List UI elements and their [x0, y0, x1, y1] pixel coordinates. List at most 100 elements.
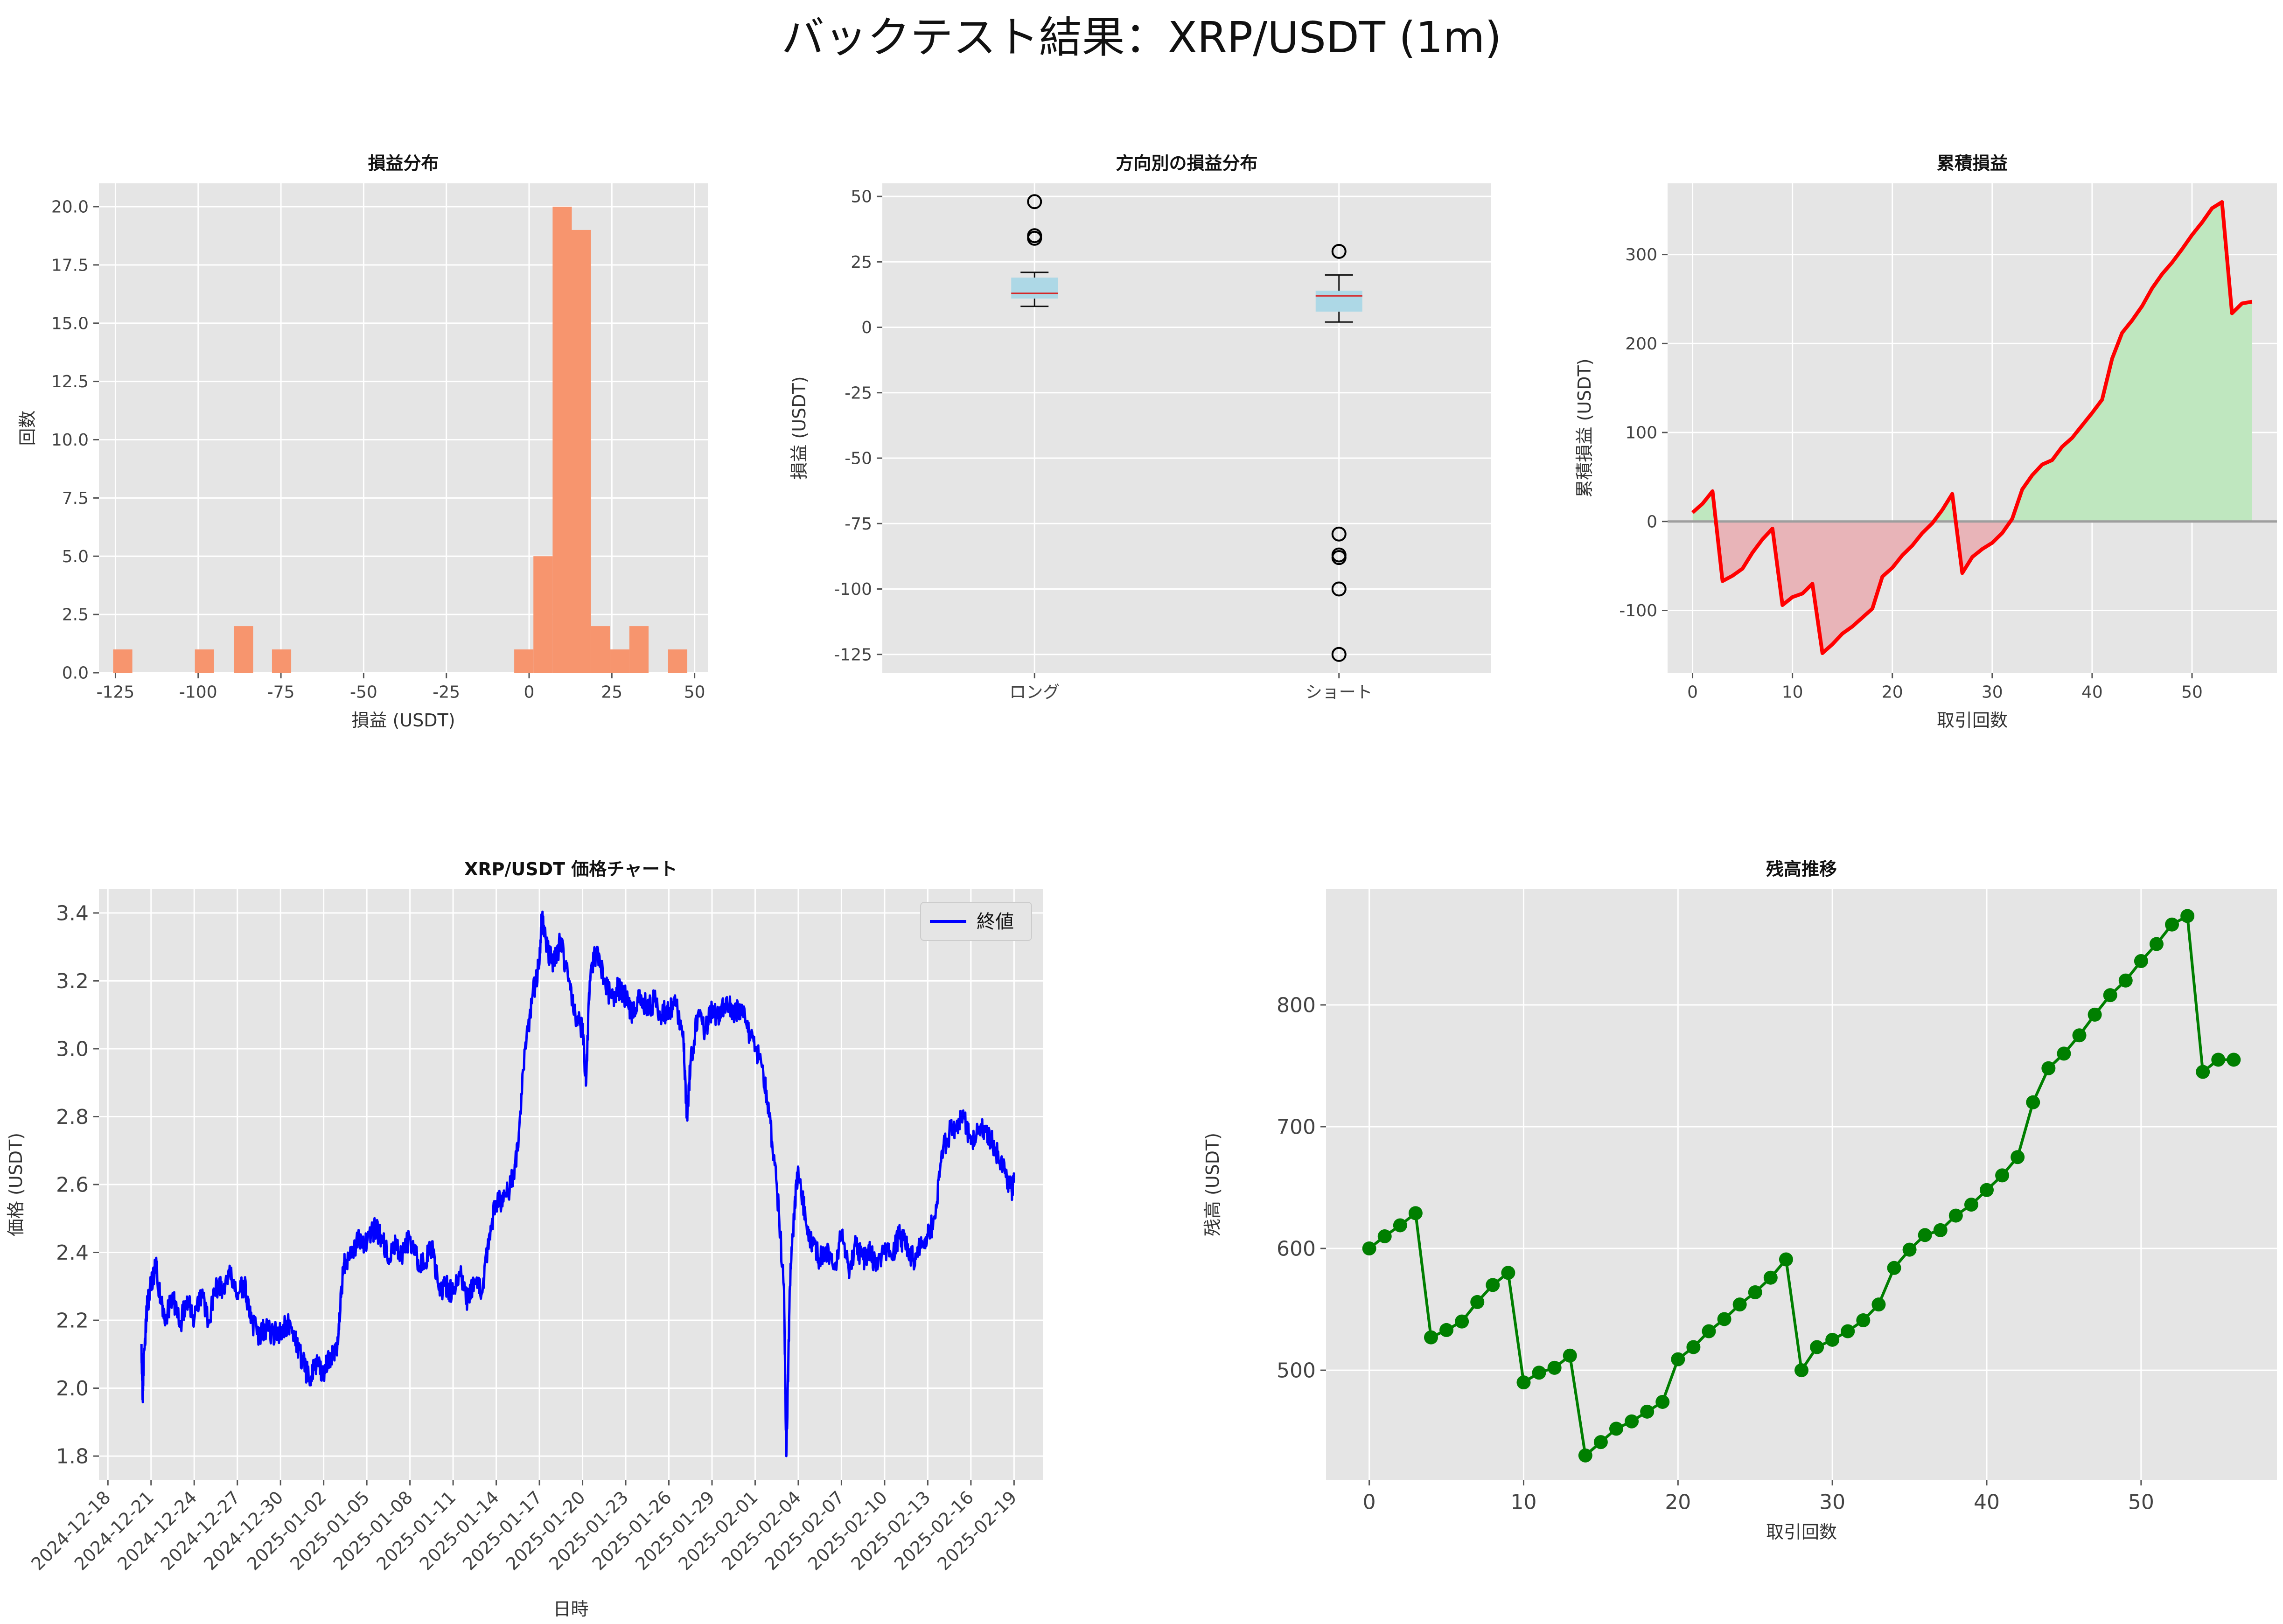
hist-y-tick-label: 17.5 [51, 256, 89, 275]
balance-point [1686, 1340, 1701, 1354]
balance-point [1439, 1323, 1454, 1337]
cum-x-tick-label: 0 [1687, 683, 1698, 702]
balance-point [2180, 909, 2195, 923]
balance-point [1887, 1261, 1901, 1275]
balance-x-tick-label: 30 [1819, 1491, 1845, 1514]
cum-x-label: 取引回数 [1937, 710, 2008, 731]
balance-x-tick-label: 20 [1665, 1491, 1691, 1514]
hist-y-tick-label: 0.0 [62, 664, 89, 683]
hist-x-tick-label: -25 [433, 683, 460, 702]
balance-x-tick-label: 50 [2128, 1491, 2154, 1514]
balance-point [1763, 1270, 1778, 1285]
balance-y-tick-label: 700 [1277, 1115, 1316, 1139]
price-y-tick-label: 1.8 [56, 1444, 89, 1468]
cum-x-axis: 0 10 20 30 40 50 [1687, 183, 2203, 702]
price-marks [140, 910, 1015, 1457]
balance-title: 残高推移 [1766, 859, 1837, 879]
balance-y-axis: 500 600 700 800 残高 (USDT) [1202, 993, 2277, 1382]
hist-bar [195, 649, 214, 673]
hist-bar [668, 649, 688, 673]
cum-y-tick-label: 200 [1625, 335, 1657, 354]
balance-point [1516, 1375, 1531, 1390]
cum-fill-loss [1692, 521, 2252, 654]
cum-x-tick-label: 50 [2181, 683, 2203, 702]
price-y-tick-label: 2.4 [56, 1241, 89, 1265]
price-y-tick-label: 3.0 [56, 1037, 89, 1061]
cum-y-tick-label: -100 [1619, 601, 1657, 620]
balance-point [1918, 1228, 1932, 1242]
box-flier [1331, 581, 1347, 597]
hist-x-tick-label: 25 [601, 683, 622, 702]
price-legend: 終値 [920, 902, 1032, 941]
cum-x-tick-label: 30 [1982, 683, 2003, 702]
box-flier [1027, 230, 1042, 246]
balance-point [1702, 1324, 1716, 1338]
hist-bar [552, 206, 572, 673]
box-flier [1331, 244, 1347, 259]
hist-title: 損益分布 [368, 153, 439, 174]
box-y-tick-label: 0 [861, 318, 872, 337]
balance-point [1856, 1313, 1871, 1328]
hist-y-tick-label: 12.5 [51, 372, 89, 391]
box-x-tick-label: ロング [1009, 683, 1060, 702]
box-body [1011, 277, 1058, 299]
cum-line [1691, 200, 2253, 655]
price-y-tick-label: 2.6 [56, 1173, 89, 1197]
balance-point [2041, 1061, 2056, 1075]
price-legend-box [920, 902, 1032, 941]
hist-y-tick-label: 20.0 [51, 198, 89, 217]
balance-point [1779, 1252, 1793, 1267]
balance-point [2211, 1052, 2226, 1067]
hist-x-tick-label: 0 [524, 683, 535, 702]
balance-point [2057, 1046, 2071, 1061]
cum-y-tick-label: 0 [1647, 512, 1657, 531]
balance-point [1470, 1295, 1485, 1309]
hist-y-tick-label: 7.5 [62, 489, 89, 508]
balance-x-tick-label: 40 [1974, 1491, 2000, 1514]
balance-point [1609, 1422, 1623, 1436]
box-x-tick-label: ショート [1306, 683, 1373, 702]
hist-y-label: 回数 [17, 410, 38, 446]
box-y-label: 損益 (USDT) [789, 376, 810, 480]
balance-point [2118, 973, 2133, 988]
box-marks [1011, 194, 1362, 662]
balance-point [1563, 1348, 1577, 1363]
box-y-tick-label: 50 [851, 188, 872, 207]
cum-y-tick-label: 100 [1625, 424, 1657, 443]
balance-point [1841, 1324, 1855, 1338]
box-y-tick-label: -50 [845, 449, 872, 468]
box-x-axis: ロング ショート [1009, 183, 1373, 702]
box-title: 方向別の損益分布 [1116, 153, 1257, 174]
hist-x-tick-label: -75 [267, 683, 295, 702]
balance-point [2072, 1028, 2087, 1043]
price-y-tick-label: 3.2 [56, 969, 89, 993]
cum-x-tick-label: 10 [1782, 683, 1803, 702]
balance-point [1593, 1435, 1608, 1450]
hist-plot-area [99, 183, 708, 673]
cum-x-tick-label: 40 [2081, 683, 2103, 702]
box-flier [1331, 550, 1347, 565]
balance-y-tick-label: 800 [1277, 993, 1316, 1017]
hist-x-label: 損益 (USDT) [351, 710, 455, 731]
balance-point [1362, 1241, 1376, 1256]
hist-bar [272, 649, 292, 673]
balance-point [1995, 1168, 2010, 1183]
hist-bar [234, 626, 253, 673]
balance-point [1486, 1278, 1500, 1292]
hist-x-axis: -125 -100 -75 -50 -25 0 25 50 [97, 183, 705, 702]
balance-point [1980, 1183, 1994, 1197]
balance-point [2103, 988, 2117, 1003]
price-y-tick-label: 2.2 [56, 1309, 89, 1332]
box-y-tick-label: -100 [834, 580, 872, 599]
balance-point [1424, 1330, 1438, 1345]
balance-point [1964, 1198, 1978, 1212]
price-title: XRP/USDT 価格チャート [464, 859, 677, 879]
balance-y-label: 残高 (USDT) [1202, 1133, 1223, 1236]
cum-marks [1668, 200, 2277, 655]
cum-x-tick-label: 20 [1882, 683, 1903, 702]
balance-x-tick-label: 10 [1510, 1491, 1536, 1514]
cum-fill-profit [1692, 202, 2252, 522]
cum-title: 累積損益 [1937, 153, 2008, 174]
price-x-label: 日時 [553, 1599, 588, 1619]
